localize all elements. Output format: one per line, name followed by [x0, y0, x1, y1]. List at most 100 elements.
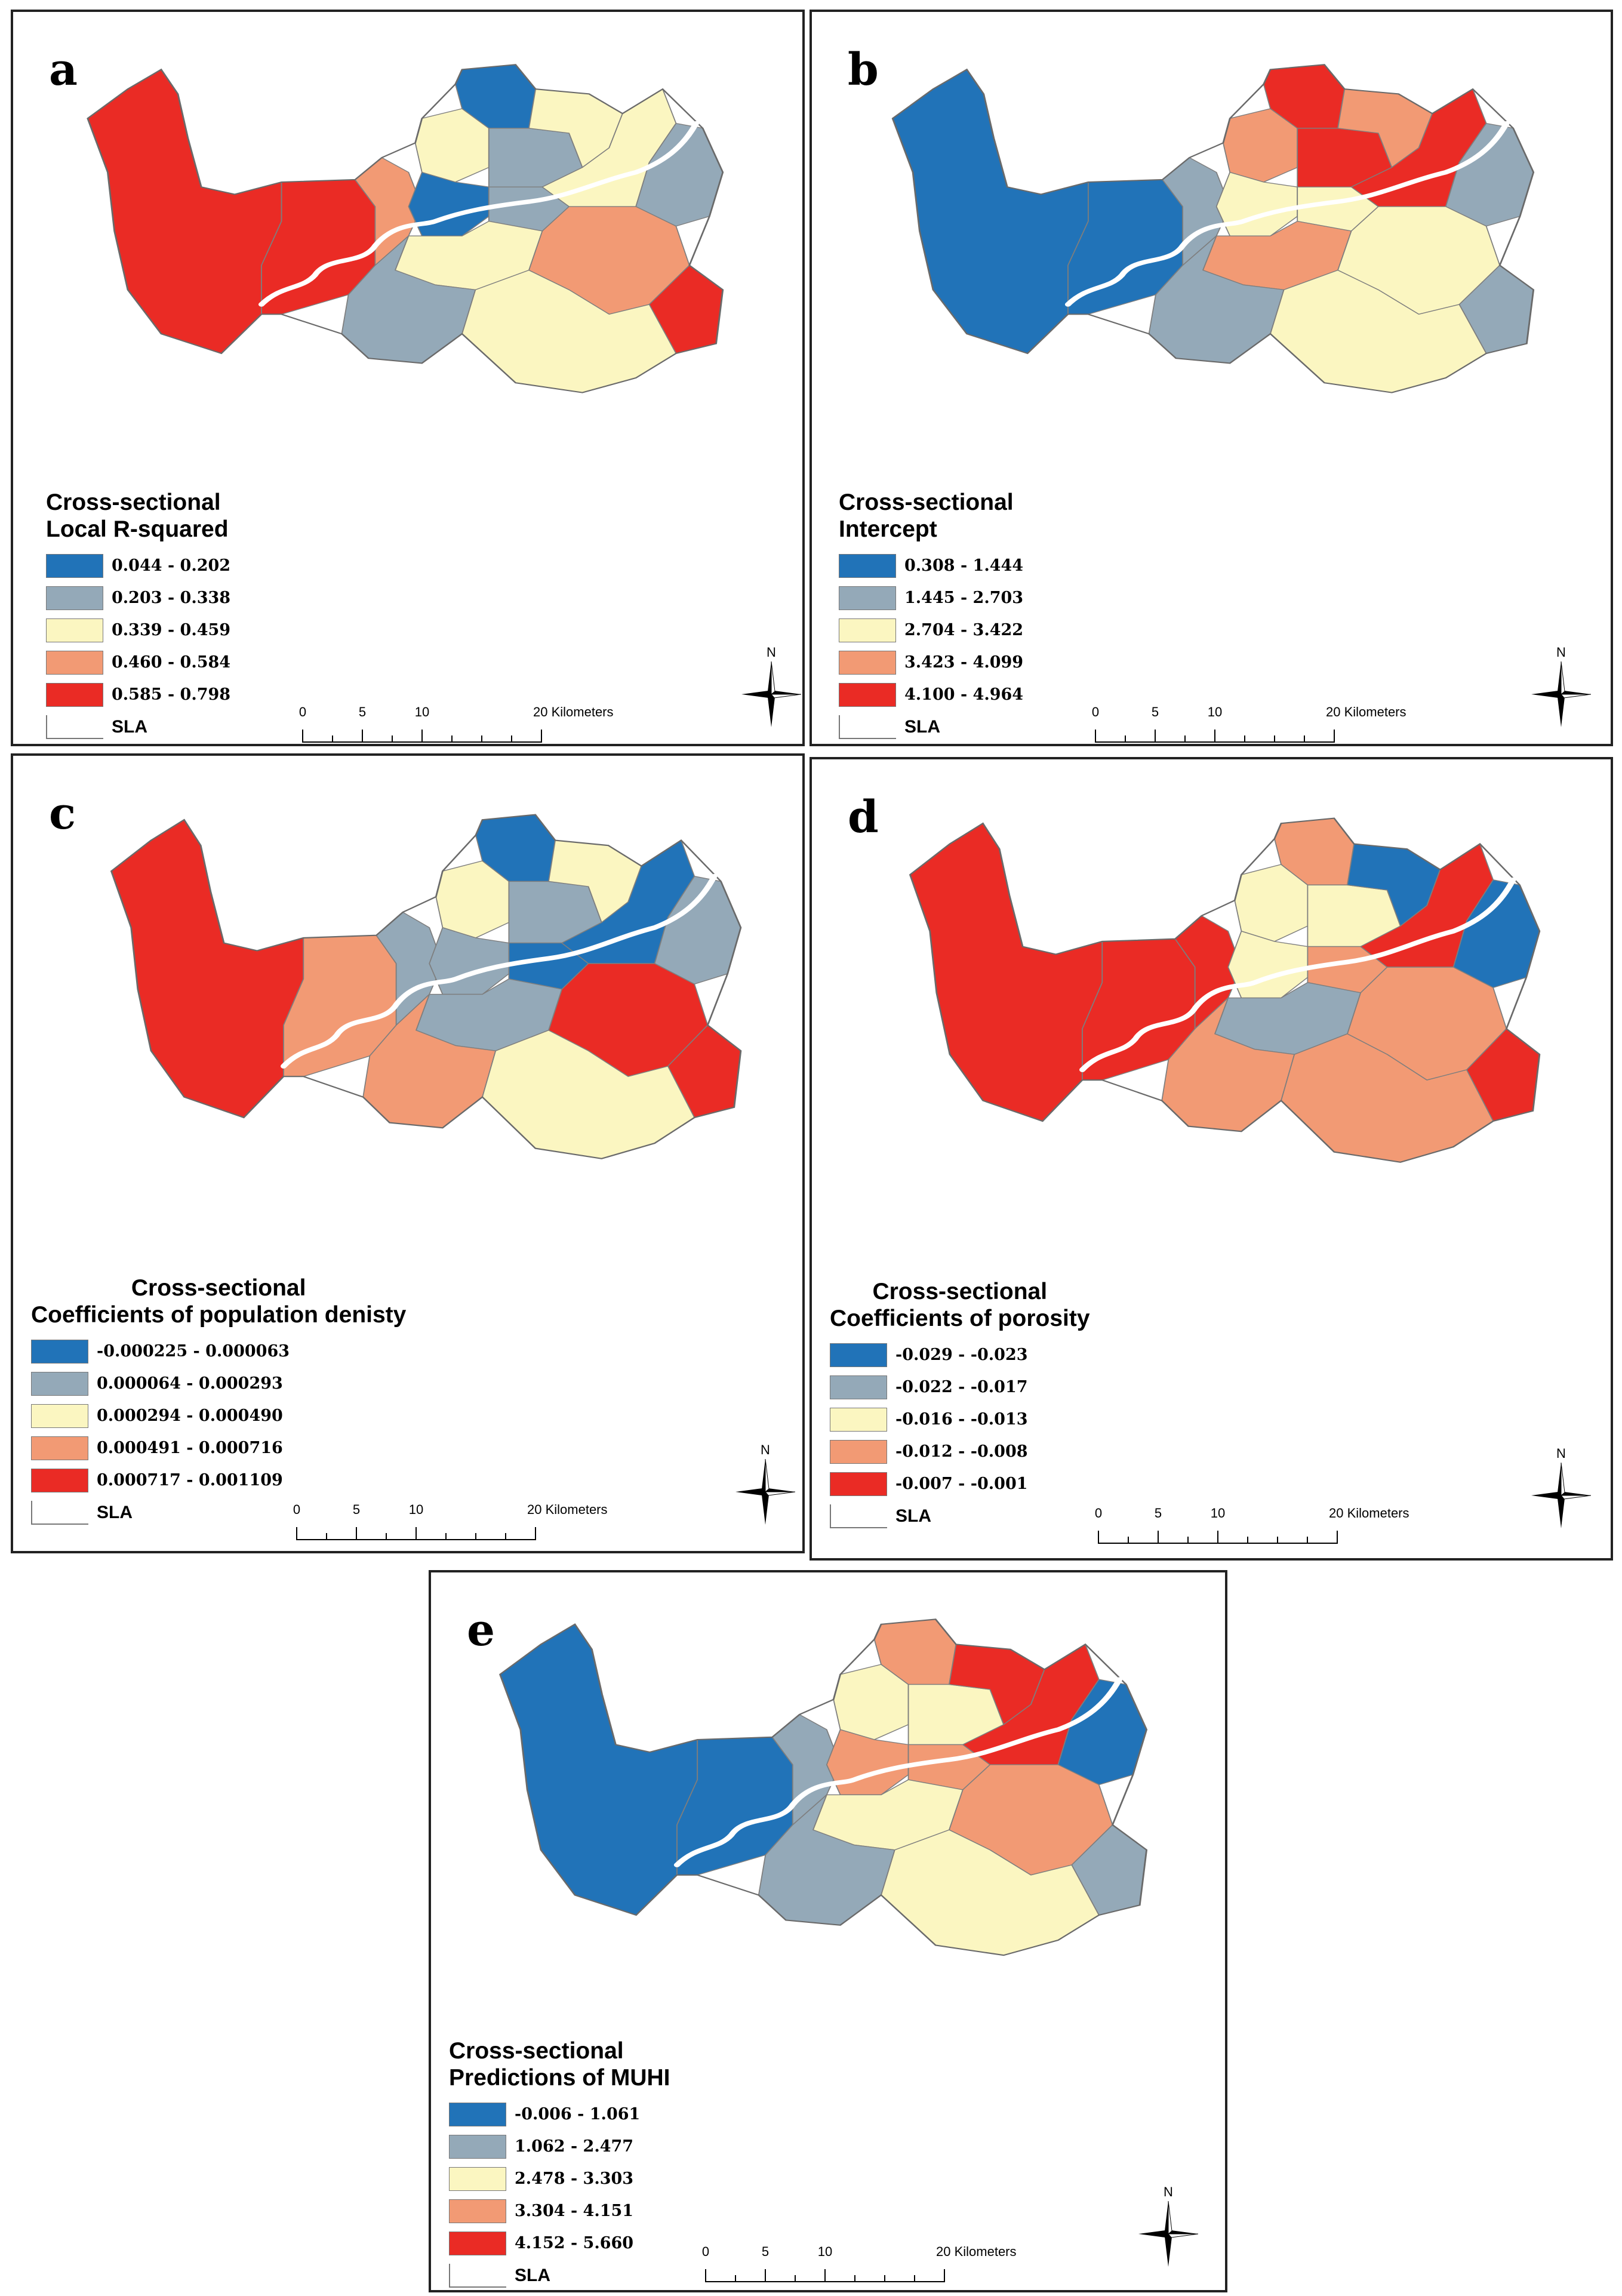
- legend-item: 0.308 - 1.444: [839, 553, 1023, 578]
- legend-item: 4.100 - 4.964: [839, 682, 1024, 707]
- scale-tick-label: 10: [408, 1502, 424, 1517]
- scale-tick: [735, 2275, 736, 2282]
- legend-swatch: [449, 2166, 506, 2191]
- scale-tick: [386, 1533, 387, 1540]
- panel-letter-d: d: [848, 792, 879, 843]
- legend-item: 0.000064 - 0.000293: [31, 1371, 406, 1396]
- legend-item: 2.704 - 3.422: [839, 618, 1023, 642]
- legend-label: 2.704 - 3.422: [904, 621, 1024, 640]
- scale-tick: [1304, 735, 1305, 743]
- scale-tick: [302, 730, 303, 743]
- compass-rose-icon: [1531, 1463, 1591, 1528]
- sla-boundary-swatch: [839, 715, 896, 739]
- scale-bar-line: [1098, 1529, 1338, 1544]
- scale-tick: [505, 1533, 506, 1540]
- scale-tick-label: 10: [817, 2244, 833, 2259]
- panel-letter-a: a: [49, 44, 78, 96]
- scale-tick: [1217, 1531, 1218, 1544]
- legend-swatch: [839, 650, 896, 675]
- brisbane-river: [1064, 121, 1510, 307]
- scale-tick-label: 10: [1210, 1506, 1226, 1521]
- choropleth-map-a: [87, 64, 724, 393]
- compass-rose-icon: [1531, 661, 1591, 727]
- panel-letter-c: c: [49, 788, 76, 839]
- map-regions: [110, 814, 742, 1159]
- scale-tick: [481, 735, 482, 743]
- legend-label: 0.044 - 0.202: [112, 556, 231, 575]
- scale-tick: [362, 730, 363, 743]
- scale-tick: [854, 2275, 855, 2282]
- sla-region: [1227, 931, 1309, 999]
- sla-label: SLA: [97, 1502, 133, 1522]
- scale-tick: [445, 1533, 447, 1540]
- legend-item: 4.152 - 5.660: [449, 2231, 670, 2255]
- sla-region: [1215, 171, 1298, 236]
- legend-a: Cross-sectional Local R-squared 0.044 - …: [46, 490, 230, 739]
- north-label: N: [1556, 645, 1566, 660]
- scale-tick-label: 20 Kilometers: [936, 2244, 1017, 2259]
- scale-tick-label: 20 Kilometers: [1326, 704, 1406, 719]
- study-area-outline: [110, 814, 742, 1159]
- north-label: N: [1164, 2184, 1173, 2199]
- legend-label: 3.423 - 4.099: [904, 653, 1024, 672]
- map-panel-a: a Cross-sectional Local R-squared 0.044 …: [11, 10, 805, 746]
- legend-swatch: [449, 2134, 506, 2159]
- scale-tick-label: 10: [414, 704, 430, 719]
- sla-region: [499, 1624, 698, 1916]
- scale-tick-label: 5: [352, 1502, 361, 1517]
- legend-label: 0.000491 - 0.000716: [97, 1439, 283, 1458]
- legend-label: -0.007 - -0.001: [895, 1475, 1028, 1494]
- legend-label: 4.100 - 4.964: [904, 685, 1024, 704]
- choropleth-map-c: [110, 814, 742, 1159]
- legend-label: -0.000225 - 0.000063: [97, 1342, 290, 1361]
- legend-title-line: Cross-sectional: [839, 490, 1014, 515]
- legend-item: -0.029 - -0.023: [830, 1343, 1090, 1367]
- scale-tick: [1125, 735, 1126, 743]
- scale-tick: [1277, 1537, 1278, 1544]
- scale-tick-label: 5: [1154, 1506, 1162, 1521]
- scale-tick: [1098, 1531, 1099, 1544]
- scale-tick: [511, 735, 512, 743]
- legend-swatch: [31, 1339, 88, 1364]
- legend-label: -0.029 - -0.023: [895, 1346, 1028, 1365]
- scale-tick: [705, 2269, 706, 2282]
- legend-label: 1.445 - 2.703: [904, 589, 1024, 608]
- sla-region: [909, 823, 1103, 1122]
- legend-title-d: Cross-sectional Coefficients of porosity: [830, 1279, 1090, 1332]
- study-area-outline: [891, 64, 1535, 393]
- legend-item: -0.022 - -0.017: [830, 1375, 1090, 1399]
- scale-tick: [1247, 1537, 1248, 1544]
- legend-title-line: Intercept: [839, 516, 937, 542]
- legend-title-line: Coefficients of population denisty: [31, 1301, 407, 1328]
- sla-region: [110, 819, 304, 1118]
- scale-bar-line: [296, 1526, 536, 1540]
- scale-tick-label: 20 Kilometers: [533, 704, 614, 719]
- scale-tick: [415, 1527, 417, 1540]
- legend-swatch: [839, 586, 896, 610]
- scale-tick-label: 5: [358, 704, 367, 719]
- scale-tick: [1334, 730, 1335, 743]
- legend-b: Cross-sectional Intercept 0.308 - 1.444 1…: [839, 490, 1023, 739]
- legend-item: 0.585 - 0.798: [46, 682, 230, 707]
- legend-item: -0.012 - -0.008: [830, 1439, 1090, 1464]
- legend-label: 0.339 - 0.459: [112, 621, 231, 640]
- legend-swatch: [449, 2231, 506, 2255]
- sla-label: SLA: [112, 716, 147, 737]
- scale-tick: [1337, 1531, 1338, 1544]
- scale-tick: [824, 2269, 826, 2282]
- compass-rose-icon: [1138, 2201, 1198, 2267]
- choropleth-map-d: [909, 817, 1541, 1163]
- sla-region: [892, 69, 1089, 354]
- north-arrow-c: N: [735, 1442, 795, 1532]
- map-panel-d: d Cross-sectional Coefficients of porosi…: [810, 757, 1613, 1561]
- legend-title-b: Cross-sectional Intercept: [839, 490, 1023, 543]
- scale-tick-label: 0: [293, 1502, 301, 1517]
- legend-swatch: [839, 682, 896, 707]
- legend-swatch: [839, 618, 896, 642]
- legend-title-c: Cross-sectional Coefficients of populati…: [31, 1275, 406, 1329]
- legend-item: 0.000491 - 0.000716: [31, 1436, 406, 1460]
- legend-c: Cross-sectional Coefficients of populati…: [31, 1275, 406, 1525]
- legend-d: Cross-sectional Coefficients of porosity…: [830, 1279, 1090, 1528]
- north-arrow-b: N: [1531, 645, 1591, 734]
- scale-tick: [296, 1527, 297, 1540]
